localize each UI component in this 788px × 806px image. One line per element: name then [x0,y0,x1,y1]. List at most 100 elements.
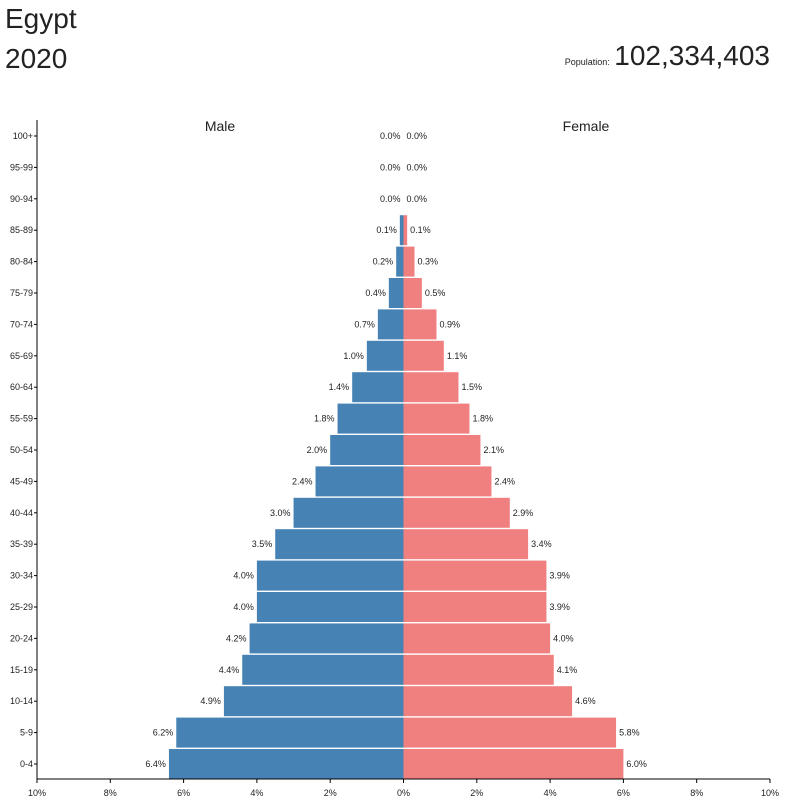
male-bar [176,717,404,748]
female-value-label: 0.9% [439,319,460,329]
age-group-label: 65-69 [10,351,33,361]
female-bar [403,278,422,308]
x-tick-label: 8% [104,788,117,798]
female-bar [403,403,470,434]
x-tick-label: 10% [28,788,46,798]
male-bar [256,592,404,622]
age-group-label: 5-9 [20,728,33,738]
female-value-label: 3.4% [531,539,552,549]
female-value-label: 2.4% [494,476,515,486]
male-bar [337,403,404,434]
male-value-label: 0.4% [365,288,386,298]
male-value-label: 0.0% [380,194,401,204]
male-bar [315,466,404,497]
male-value-label: 2.0% [307,445,328,455]
age-group-label: 100+ [13,131,33,141]
male-series-title: Male [205,118,236,134]
male-bar [377,309,404,340]
male-bar [352,372,404,403]
female-bar [403,435,481,465]
female-bar [403,529,529,560]
age-group-label: 35-39 [10,539,33,549]
age-group-label: 95-99 [10,162,33,172]
female-value-label: 4.6% [575,696,596,706]
population-label: Population: [564,57,610,67]
male-bar [242,654,404,685]
female-value-label: 0.3% [417,257,438,267]
male-bar [223,686,404,717]
age-group-label: 20-24 [10,633,33,643]
age-group-label: 45-49 [10,476,33,486]
male-value-label: 0.7% [354,319,375,329]
population-readout: Population: 102,334,403 [565,40,770,72]
male-value-label: 1.8% [314,414,335,424]
male-bar [275,529,404,560]
age-group-label: 25-29 [10,602,33,612]
female-bar [403,749,624,779]
female-bar [403,246,415,277]
year-title: 2020 [5,43,68,74]
female-bar [403,215,408,246]
female-bar [403,497,510,528]
female-value-label: 4.0% [553,633,574,643]
x-tick-label: 2% [470,788,483,798]
x-tick-label: 10% [761,788,779,798]
age-group-label: 30-34 [10,571,33,581]
female-value-label: 0.0% [407,131,428,141]
male-bar [293,497,404,528]
female-series-title: Female [563,118,610,134]
female-bar [403,686,573,717]
x-tick-label: 2% [324,788,337,798]
male-value-label: 4.9% [200,696,221,706]
female-bar [403,592,547,622]
male-value-label: 4.2% [226,633,247,643]
female-value-label: 0.5% [425,288,446,298]
male-value-label: 1.4% [329,382,350,392]
age-group-label: 75-79 [10,288,33,298]
male-value-label: 6.2% [153,728,174,738]
x-tick-label: 8% [690,788,703,798]
age-group-label: 85-89 [10,225,33,235]
male-value-label: 4.0% [233,602,254,612]
male-value-label: 0.2% [373,257,394,267]
female-value-label: 6.0% [626,759,647,769]
female-value-label: 5.8% [619,728,640,738]
x-tick-label: 6% [617,788,630,798]
female-bar [403,560,547,591]
female-bar [403,623,551,654]
male-value-label: 3.5% [252,539,273,549]
male-bar [249,623,404,654]
male-value-label: 0.0% [380,162,401,172]
female-value-label: 0.1% [410,225,431,235]
male-bar [388,278,404,308]
age-group-label: 15-19 [10,665,33,675]
age-group-label: 90-94 [10,194,33,204]
x-tick-label: 0% [397,788,410,798]
male-value-label: 3.0% [270,508,291,518]
male-value-label: 4.4% [219,665,240,675]
female-value-label: 1.5% [461,382,482,392]
male-value-label: 1.0% [343,351,364,361]
female-value-label: 2.9% [513,508,534,518]
age-group-label: 60-64 [10,382,33,392]
female-bar [403,340,444,371]
male-bar [396,246,404,277]
male-bar [366,340,404,371]
x-tick-label: 4% [250,788,263,798]
female-bar [403,654,554,685]
male-value-label: 0.1% [376,225,397,235]
male-bar [256,560,404,591]
female-bar [403,466,492,497]
female-bar [403,309,437,340]
country-title: Egypt [5,3,77,34]
male-value-label: 6.4% [145,759,166,769]
age-group-label: 70-74 [10,319,33,329]
x-tick-label: 4% [544,788,557,798]
female-value-label: 1.1% [447,351,468,361]
male-bar [330,435,404,465]
age-group-label: 50-54 [10,445,33,455]
female-bar [403,717,617,748]
female-value-label: 2.1% [483,445,504,455]
population-value: 102,334,403 [614,40,770,71]
